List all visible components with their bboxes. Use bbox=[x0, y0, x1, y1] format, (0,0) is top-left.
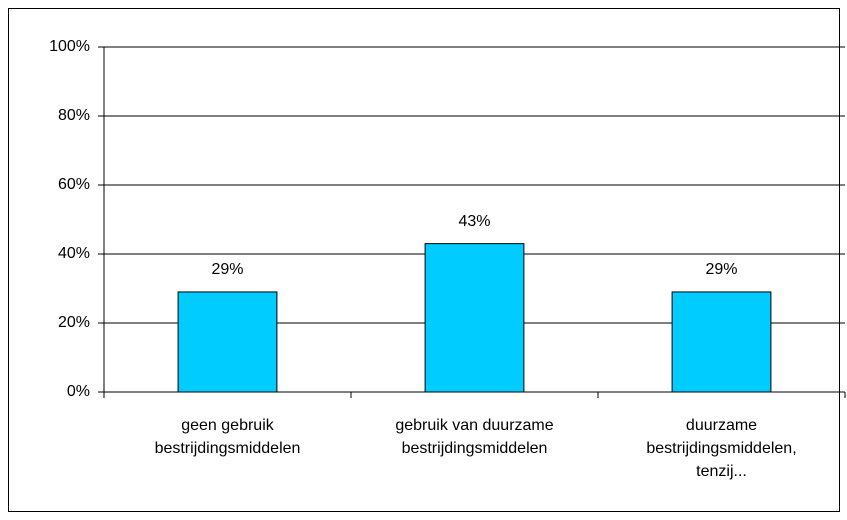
x-tick-label: duurzame bestrijdingsmiddelen, tenzij... bbox=[646, 417, 797, 480]
data-label: 29% bbox=[705, 261, 737, 278]
x-tick-label: gebruik van duurzame bestrijdingsmiddele… bbox=[395, 417, 554, 457]
y-tick-label: 0% bbox=[67, 383, 90, 400]
x-tick-label: geen gebruik bestrijdingsmiddelen bbox=[154, 417, 301, 457]
y-tick-label: 60% bbox=[58, 176, 90, 193]
y-tick-label: 80% bbox=[58, 107, 90, 124]
bar bbox=[671, 291, 772, 393]
data-label: 43% bbox=[458, 213, 490, 230]
data-label: 29% bbox=[211, 261, 243, 278]
chart-border bbox=[8, 8, 840, 512]
y-tick-label: 20% bbox=[58, 314, 90, 331]
bar bbox=[424, 243, 525, 393]
y-tick-label: 100% bbox=[49, 38, 90, 55]
bar bbox=[177, 291, 278, 393]
y-tick-label: 40% bbox=[58, 245, 90, 262]
